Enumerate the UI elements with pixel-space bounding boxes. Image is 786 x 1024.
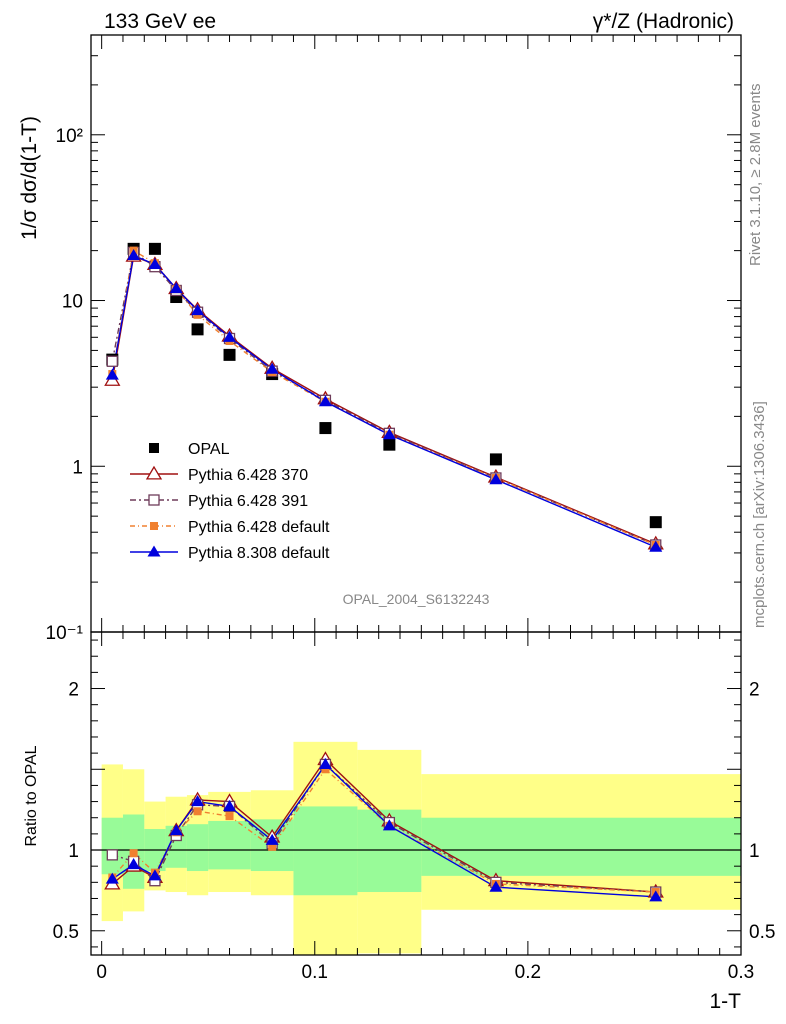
ratio-y-tick-label-right: 1 — [749, 841, 760, 862]
inner-band-segment — [293, 806, 358, 896]
point-data — [649, 516, 662, 529]
x-tick-label: 0.2 — [515, 962, 541, 983]
legend-label: OPAL — [188, 441, 230, 458]
point-p8 — [148, 869, 162, 881]
legend-label: Pythia 8.308 default — [188, 545, 330, 562]
header-right: γ*/Z (Hadronic) — [593, 10, 734, 33]
point-pdef — [193, 807, 202, 816]
legend-marker-pdef — [150, 522, 158, 530]
ratio-y-tick-label-right: 0.5 — [749, 922, 775, 943]
header-left: 133 GeV ee — [104, 10, 216, 33]
ratio-frame — [90, 631, 742, 956]
y-tick-label: 10 — [62, 292, 83, 313]
x-tick-label: 0.3 — [728, 962, 754, 983]
rivet-label: Rivet 3.1.10, ≥ 2.8M events — [747, 84, 764, 267]
mcplots-label: mcplots.cern.ch [arXiv:1306.3436] — [751, 401, 768, 628]
point-p8 — [382, 819, 396, 831]
point-p391 — [106, 849, 118, 861]
point-p8 — [489, 880, 503, 892]
inner-band-segment — [186, 824, 209, 872]
ratio-y-tick-label: 1 — [68, 841, 79, 862]
ratio-y-tick-label: 2 — [68, 680, 79, 701]
point-p8 — [649, 890, 663, 902]
point-p8 — [148, 257, 162, 270]
x-axis-label: 1-T — [710, 990, 742, 1013]
point-p8 — [127, 248, 141, 261]
x-tick-label: 0 — [96, 962, 107, 983]
point-p8 — [191, 795, 205, 807]
x-tick-label: 0.1 — [302, 962, 328, 983]
point-p8 — [318, 757, 332, 769]
point-p8 — [649, 540, 663, 552]
inner-band-segment — [208, 820, 251, 870]
y-tick-label: 10⁻¹ — [46, 623, 84, 644]
point-data — [223, 348, 236, 361]
point-p8 — [223, 330, 237, 342]
point-p8 — [127, 858, 141, 870]
legend-marker-data — [149, 443, 159, 453]
ratio-plot-area: 0 0.1 0.2 0.3 0.5 0.5 1 1 2 2 — [53, 631, 775, 983]
main-ylabel: 1/σ dσ/d(1-T) — [18, 116, 41, 240]
point-pdef — [321, 765, 330, 774]
y-tick-label: 10² — [56, 126, 83, 147]
point-p8 — [191, 304, 205, 316]
inner-band-segment — [101, 817, 123, 875]
y-tick-label: 1 — [72, 457, 83, 478]
point-p391 — [106, 355, 118, 367]
main-plot-area: 10⁻¹ 1 10 10² — [46, 34, 742, 644]
legend-marker-p370 — [145, 465, 163, 480]
legend: OPAL Pythia 6.428 370 Pythia 6.428 391 Pyth… — [130, 441, 330, 562]
point-data — [191, 323, 204, 336]
legend-marker-p391 — [148, 494, 160, 506]
inner-band-segment — [421, 817, 741, 876]
point-p8 — [105, 872, 119, 884]
point-p8 — [318, 395, 332, 407]
ratio-ylabel: Ratio to OPAL — [23, 745, 40, 846]
point-p8 — [169, 282, 183, 294]
point-pdef — [225, 812, 234, 821]
point-p8 — [382, 428, 396, 440]
point-data — [148, 242, 161, 255]
point-pdef — [268, 842, 277, 851]
point-p8 — [489, 473, 503, 485]
point-p8 — [265, 362, 279, 374]
point-data — [319, 422, 332, 435]
legend-label: Pythia 6.428 default — [188, 519, 330, 536]
point-p8 — [223, 799, 237, 811]
legend-label: Pythia 6.428 391 — [188, 493, 308, 510]
point-p8 — [169, 824, 183, 836]
point-p8 — [265, 833, 279, 845]
legend-label: Pythia 6.428 370 — [188, 467, 308, 484]
point-data — [383, 438, 396, 451]
ratio-y-tick-label-right: 2 — [749, 680, 760, 701]
point-p8 — [105, 368, 119, 380]
analysis-watermark: OPAL_2004_S6132243 — [343, 591, 490, 607]
legend-marker-p8 — [147, 545, 161, 557]
ratio-y-tick-label: 0.5 — [53, 922, 79, 943]
point-data — [489, 453, 502, 466]
point-pdef — [129, 849, 138, 858]
